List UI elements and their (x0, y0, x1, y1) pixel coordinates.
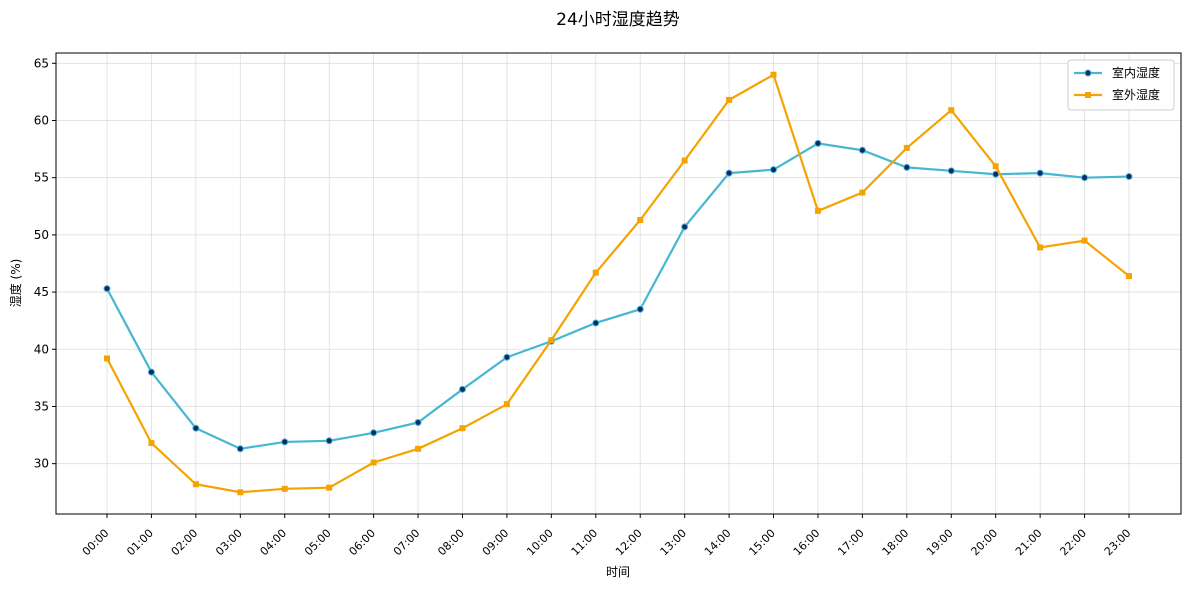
x-tick-label: 12:00 (613, 527, 645, 559)
y-tick-label: 35 (34, 399, 49, 413)
chart-title: 24小时湿度趋势 (556, 10, 680, 30)
data-point (415, 445, 422, 452)
x-tick-label: 09:00 (480, 527, 512, 559)
x-tick-label: 14:00 (702, 527, 734, 559)
x-tick-label: 04:00 (258, 527, 290, 559)
x-tick-label: 05:00 (302, 527, 334, 559)
data-point (326, 484, 333, 491)
data-point (637, 217, 644, 224)
x-tick-label: 06:00 (346, 527, 378, 559)
y-tick-label: 40 (34, 342, 49, 356)
y-tick-label: 45 (34, 285, 49, 299)
data-point (148, 440, 155, 447)
data-point (1081, 237, 1088, 244)
x-tick-label: 15:00 (746, 527, 778, 559)
x-tick-label: 20:00 (969, 527, 1001, 559)
data-point (592, 319, 600, 327)
data-point (814, 207, 821, 214)
data-point (370, 429, 378, 437)
data-point (236, 445, 244, 453)
data-point (992, 163, 999, 170)
x-tick-label: 18:00 (880, 527, 912, 559)
data-point (1037, 244, 1044, 251)
data-point (592, 269, 599, 276)
data-point (1081, 174, 1089, 182)
data-point (858, 146, 866, 154)
y-tick-label: 30 (34, 457, 49, 471)
series-line-1 (106, 73, 1130, 494)
x-tick-label: 01:00 (124, 527, 156, 559)
data-point (458, 385, 466, 393)
data-point (370, 459, 377, 466)
x-tick-label: 11:00 (569, 527, 601, 559)
legend-marker (1084, 69, 1092, 77)
data-point (414, 418, 422, 426)
data-point (1126, 273, 1132, 280)
x-tick-label: 22:00 (1057, 527, 1089, 559)
y-tick-label: 55 (34, 171, 49, 185)
data-point (1036, 169, 1044, 177)
data-point (237, 489, 244, 496)
data-point (325, 437, 333, 445)
series-line-0 (106, 142, 1130, 450)
data-point (459, 425, 466, 432)
data-point (281, 485, 288, 492)
data-point (948, 107, 955, 114)
data-point (726, 96, 733, 103)
x-tick-label: 08:00 (435, 527, 467, 559)
data-point (1125, 173, 1133, 181)
data-point (548, 337, 555, 344)
data-point (859, 189, 866, 196)
data-point (770, 166, 778, 174)
data-point (992, 170, 1000, 178)
x-tick-label: 00:00 (80, 527, 112, 559)
y-tick-label: 50 (34, 228, 49, 242)
data-point (503, 353, 511, 361)
data-point (192, 481, 199, 488)
data-point (104, 355, 110, 362)
data-point (681, 223, 689, 231)
x-tick-label: 19:00 (924, 527, 956, 559)
data-point (903, 163, 911, 171)
x-tick-label: 23:00 (1102, 527, 1134, 559)
x-axis-label: 时间 (606, 565, 630, 579)
data-point (903, 144, 910, 151)
x-tick-label: 07:00 (391, 527, 423, 559)
data-point (770, 71, 777, 78)
data-point (636, 305, 644, 313)
x-tick-label: 17:00 (835, 527, 867, 559)
y-tick-label: 65 (34, 56, 49, 70)
y-axis-label: 湿度 (%) (8, 259, 23, 308)
x-tick-label: 13:00 (658, 527, 690, 559)
data-point (725, 169, 733, 177)
x-tick-label: 02:00 (169, 527, 201, 559)
data-point (814, 139, 822, 147)
legend-marker (1085, 92, 1091, 98)
legend-label: 室内湿度 (1112, 65, 1160, 80)
data-point (681, 157, 688, 164)
data-point (147, 368, 155, 376)
y-tick-label: 60 (34, 113, 49, 127)
x-tick-label: 03:00 (213, 527, 245, 559)
x-tick-label: 16:00 (791, 527, 823, 559)
plot-frame (55, 52, 1182, 515)
x-tick-label: 21:00 (1013, 527, 1045, 559)
data-point (503, 401, 510, 408)
data-point (103, 285, 111, 293)
data-point (947, 167, 955, 175)
legend-label: 室外湿度 (1112, 87, 1160, 102)
data-point (281, 438, 289, 446)
data-point (192, 424, 200, 432)
x-tick-label: 10:00 (524, 527, 556, 559)
